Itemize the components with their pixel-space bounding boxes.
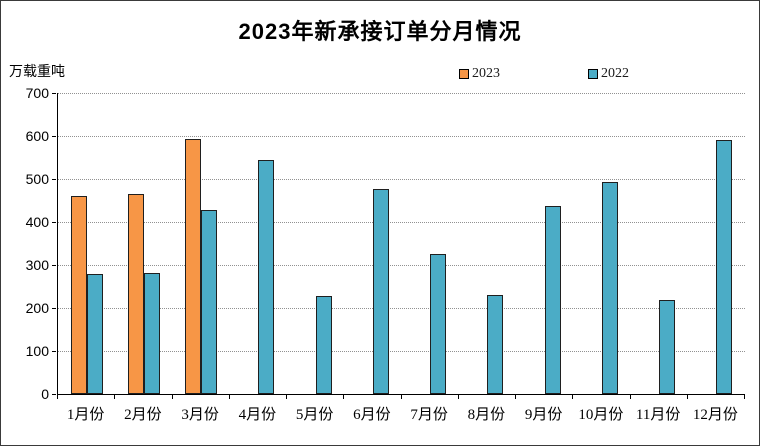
x-axis-label-3月份: 3月份 bbox=[181, 407, 219, 423]
gridline-100 bbox=[58, 351, 745, 352]
y-axis-label-100: 100 bbox=[25, 343, 49, 359]
y-axis-tick bbox=[52, 222, 56, 223]
x-axis-tick bbox=[686, 395, 688, 399]
bar-2022-2月份 bbox=[143, 272, 160, 394]
x-axis-label-4月份: 4月份 bbox=[238, 407, 277, 423]
bar-2022-9月份 bbox=[544, 205, 561, 394]
x-axis-label-5月份: 5月份 bbox=[295, 407, 334, 423]
bar-2022-8月份 bbox=[487, 294, 504, 394]
x-axis-label-7月份: 7月份 bbox=[410, 407, 448, 423]
gridline-200 bbox=[58, 308, 745, 309]
gridline-600 bbox=[58, 136, 745, 137]
x-axis-tick bbox=[572, 395, 574, 399]
bar-2022-12月份 bbox=[716, 140, 733, 394]
x-axis-label-12月份: 12月份 bbox=[692, 407, 738, 423]
bar-2022-4月份 bbox=[258, 159, 275, 394]
legend-label-2023: 2023 bbox=[472, 66, 500, 81]
x-axis-label-2月份: 2月份 bbox=[124, 407, 162, 423]
chart-title: 2023年新承接订单分月情况 bbox=[238, 19, 522, 44]
y-axis-label-300: 300 bbox=[25, 257, 49, 273]
x-axis-tick bbox=[228, 395, 230, 399]
bar-2022-11月份 bbox=[659, 299, 676, 394]
gridline-700 bbox=[58, 93, 745, 94]
x-axis-tick bbox=[400, 395, 402, 399]
plot-area bbox=[57, 93, 745, 395]
x-axis-label-8月份: 8月份 bbox=[467, 407, 506, 423]
y-axis-label-600: 600 bbox=[25, 128, 49, 144]
gridline-500 bbox=[58, 179, 745, 180]
x-axis-tick bbox=[114, 395, 116, 399]
x-axis-tick bbox=[629, 395, 631, 399]
x-axis-label-9月份: 9月份 bbox=[524, 407, 563, 423]
bar-2022-3月份 bbox=[201, 210, 218, 394]
x-axis-tick bbox=[171, 395, 173, 399]
bar-2023-2月份 bbox=[127, 194, 144, 394]
bar-2022-1月份 bbox=[86, 274, 103, 394]
x-axis-tick bbox=[343, 395, 345, 399]
x-axis-tick bbox=[457, 395, 459, 399]
y-axis-tick bbox=[52, 308, 56, 309]
y-axis-tick bbox=[52, 265, 56, 266]
x-axis-label-6月份: 6月份 bbox=[353, 407, 391, 423]
x-axis-label-11月份: 11月份 bbox=[635, 407, 681, 423]
bar-2023-3月份 bbox=[185, 139, 202, 394]
bar-2022-7月份 bbox=[430, 253, 447, 394]
y-axis-label-0: 0 bbox=[41, 386, 49, 402]
bar-2022-10月份 bbox=[601, 182, 618, 394]
gridline-400 bbox=[58, 222, 745, 223]
x-axis-label-1月份: 1月份 bbox=[66, 407, 105, 423]
legend-item-2023: 2023 bbox=[459, 66, 500, 82]
y-axis-tick bbox=[52, 179, 56, 180]
y-axis-label-700: 700 bbox=[25, 85, 49, 101]
y-axis-tick bbox=[52, 351, 56, 352]
legend-swatch-2023 bbox=[459, 69, 469, 79]
y-axis-tick bbox=[52, 136, 56, 137]
y-axis-label-400: 400 bbox=[25, 214, 49, 230]
y-axis-tick bbox=[52, 394, 56, 395]
legend-item-2022: 2022 bbox=[588, 66, 629, 82]
x-axis-tick bbox=[57, 395, 58, 399]
y-axis-label-500: 500 bbox=[25, 171, 49, 187]
y-axis-tick bbox=[52, 93, 56, 94]
legend: 2023 2022 bbox=[459, 66, 629, 82]
bar-2023-1月份 bbox=[70, 196, 87, 394]
x-axis-tick bbox=[286, 395, 287, 399]
legend-swatch-2022 bbox=[588, 69, 598, 79]
x-axis-label-10月份: 10月份 bbox=[578, 407, 624, 423]
bar-2022-5月份 bbox=[315, 295, 332, 394]
x-axis-tick bbox=[515, 395, 516, 399]
x-axis-tick bbox=[744, 395, 745, 399]
y-axis-label-200: 200 bbox=[25, 300, 49, 316]
gridline-300 bbox=[58, 265, 745, 266]
y-axis-unit-label: 万载重吨 bbox=[9, 63, 65, 79]
legend-label-2022: 2022 bbox=[601, 66, 629, 81]
bar-2022-6月份 bbox=[372, 189, 389, 394]
